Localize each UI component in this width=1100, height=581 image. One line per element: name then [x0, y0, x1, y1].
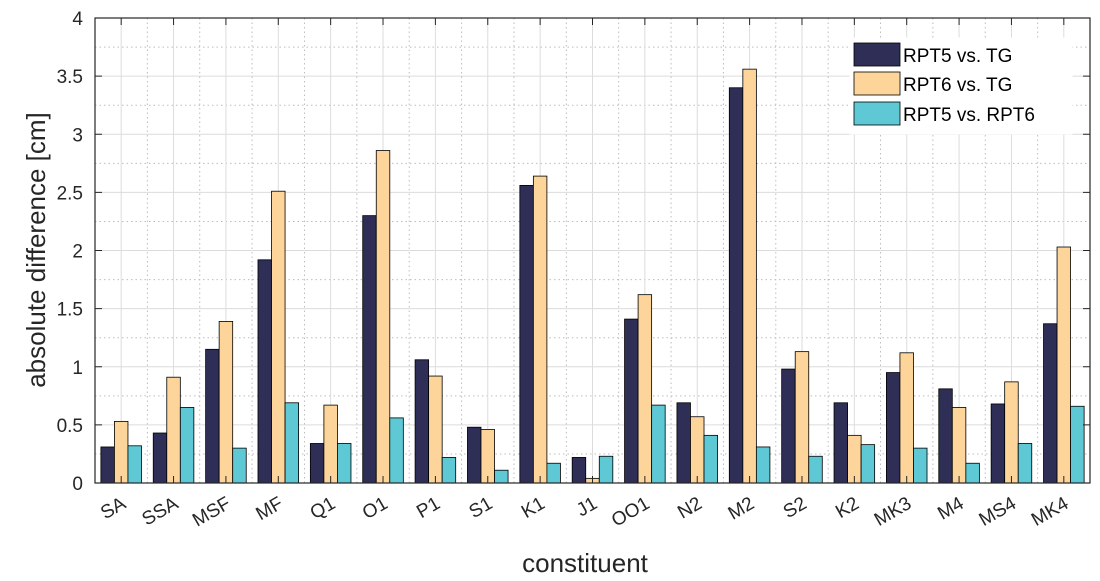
x-tick-label: K1: [518, 493, 549, 523]
bar-rpt5-vs-tg-q1: [309, 443, 325, 484]
bar-rpt6-vs-tg-k1: [532, 175, 548, 484]
bar-rpt5-vs-rpt6-mf: [284, 402, 299, 484]
x-tick-label: O1: [359, 493, 391, 524]
x-tick-label: SSA: [139, 493, 183, 530]
bar-rpt5-vs-rpt6-p1: [441, 457, 457, 484]
legend-label-rpt5-vs-rpt6: RPT5 vs. RPT6: [903, 105, 1035, 126]
x-tick-label: SA: [97, 493, 130, 524]
legend-label-rpt5-vs-tg: RPT5 vs. TG: [903, 46, 1012, 67]
bar-rpt5-vs-rpt6-mk4: [1070, 405, 1085, 484]
y-tick-label: 2: [72, 242, 83, 263]
bar-rpt6-vs-tg-k2: [847, 434, 862, 484]
bar-rpt5-vs-tg-mk3: [886, 372, 901, 484]
y-tick-label: 0: [72, 474, 83, 495]
bar-rpt5-vs-rpt6-mk3: [913, 447, 928, 484]
bar-rpt5-vs-tg-o1: [362, 215, 377, 484]
y-tick-label: 0.5: [57, 416, 83, 437]
y-tick-label: 1: [72, 358, 83, 379]
bar-rpt6-vs-tg-ms4: [1004, 381, 1019, 484]
legend-swatch-rpt6-vs-tg: [853, 71, 901, 96]
bar-rpt6-vs-tg-sa: [114, 420, 129, 484]
bar-rpt6-vs-tg-mk4: [1056, 246, 1071, 484]
bar-rpt5-vs-tg-ms4: [990, 403, 1006, 484]
y-tick-label: 3.5: [57, 67, 83, 88]
bar-rpt5-vs-rpt6-q1: [337, 443, 352, 484]
y-tick-label: 3: [72, 125, 83, 146]
x-tick-label: Q1: [307, 493, 339, 524]
bar-rpt6-vs-tg-n2: [690, 416, 705, 484]
bar-rpt5-vs-tg-k2: [833, 402, 848, 484]
bar-rpt5-vs-tg-m2: [728, 87, 744, 484]
bar-rpt6-vs-tg-m4: [951, 407, 967, 484]
y-tick-labels: 0 0.5 1 1.5 2 2.5 3 3.5 4: [57, 9, 84, 495]
bar-rpt5-vs-rpt6-j1: [598, 455, 614, 484]
bar-rpt5-vs-rpt6-s2: [808, 455, 823, 484]
x-tick-labels: SA SSA MSF MF Q1 O1 P1 S1 K1 J1 OO1 N2 M2 S2 K2 MK3 M4 MS…: [97, 493, 1072, 531]
x-tick-label: MSF: [189, 493, 234, 531]
bar-rpt5-vs-rpt6-sa: [127, 445, 142, 484]
y-axis-title: absolute difference [cm]: [21, 112, 51, 388]
y-tick-label: 2.5: [57, 183, 83, 204]
bar-rpt5-vs-rpt6-m2: [755, 446, 771, 484]
x-tick-label: K2: [832, 493, 863, 523]
bar-rpt6-vs-tg-oo1: [637, 294, 653, 484]
bar-rpt5-vs-rpt6-m4: [965, 462, 980, 484]
bar-rpt5-vs-tg-mk4: [1043, 323, 1058, 484]
y-tick-label: 1.5: [57, 300, 83, 321]
legend: RPT5 vs. TG RPT6 vs. TG RPT5 vs. RPT6: [849, 37, 1073, 135]
bar-rpt5-vs-rpt6-oo1: [651, 404, 666, 484]
bar-rpt5-vs-tg-oo1: [624, 318, 639, 484]
x-tick-label: M2: [725, 493, 758, 524]
bars: [100, 68, 1085, 484]
bar-rpt5-vs-tg-j1: [571, 457, 587, 484]
axis-ticks: [95, 17, 1090, 484]
x-axis-title: constituent: [522, 548, 649, 578]
bar-rpt5-vs-tg-mf: [257, 259, 272, 484]
bar-rpt5-vs-rpt6-ssa: [179, 407, 195, 484]
x-tick-label: J1: [573, 493, 601, 521]
x-tick-label: S2: [780, 493, 811, 523]
bar-rpt6-vs-tg-mf: [271, 190, 286, 484]
bar-rpt5-vs-rpt6-k2: [860, 444, 876, 484]
x-tick-label: N2: [674, 493, 706, 523]
legend-swatch-rpt5-vs-tg: [853, 42, 901, 67]
bar-rpt5-vs-rpt6-s1: [494, 469, 509, 484]
bar-rpt5-vs-rpt6-o1: [389, 417, 404, 484]
bar-rpt5-vs-tg-sa: [100, 446, 115, 484]
x-tick-label: MK4: [1028, 493, 1073, 531]
bar-rpt5-vs-rpt6-ms4: [1017, 443, 1033, 484]
bar-rpt6-vs-tg-s2: [794, 351, 810, 484]
bar-rpt5-vs-tg-ssa: [152, 432, 168, 484]
x-tick-label: MK3: [871, 493, 915, 531]
bar-rpt5-vs-tg-s2: [781, 368, 796, 484]
bar-rpt6-vs-tg-m2: [742, 68, 757, 484]
x-tick-label: S1: [466, 493, 497, 523]
bar-rpt5-vs-tg-m4: [938, 388, 953, 484]
bar-rpt6-vs-tg-mk3: [899, 352, 914, 484]
x-tick-label: MS4: [976, 493, 1021, 531]
bar-rpt5-vs-rpt6-msf: [232, 447, 247, 484]
bar-rpt5-vs-tg-msf: [205, 348, 220, 484]
bar-rpt5-vs-tg-p1: [414, 359, 430, 484]
y-tick-label: 4: [72, 9, 83, 30]
bar-rpt6-vs-tg-o1: [375, 150, 391, 484]
legend-swatch-rpt5-vs-rpt6: [853, 101, 901, 126]
bar-rpt6-vs-tg-msf: [218, 321, 234, 484]
bar-rpt6-vs-tg-ssa: [166, 376, 181, 484]
bar-rpt5-vs-tg-s1: [467, 426, 482, 484]
bar-rpt5-vs-tg-n2: [676, 402, 691, 484]
bar-rpt5-vs-rpt6-n2: [703, 434, 718, 484]
x-tick-label: P1: [413, 493, 444, 523]
x-tick-label: OO1: [608, 493, 653, 531]
bar-rpt5-vs-tg-k1: [519, 184, 534, 484]
bar-rpt6-vs-tg-s1: [480, 429, 495, 484]
x-tick-label: M4: [934, 493, 968, 525]
x-tick-label: MF: [253, 493, 287, 525]
legend-label-rpt6-vs-tg: RPT6 vs. TG: [903, 75, 1012, 96]
bar-rpt6-vs-tg-p1: [428, 375, 443, 484]
bar-rpt6-vs-tg-q1: [323, 404, 338, 484]
bar-rpt5-vs-rpt6-k1: [546, 462, 561, 484]
